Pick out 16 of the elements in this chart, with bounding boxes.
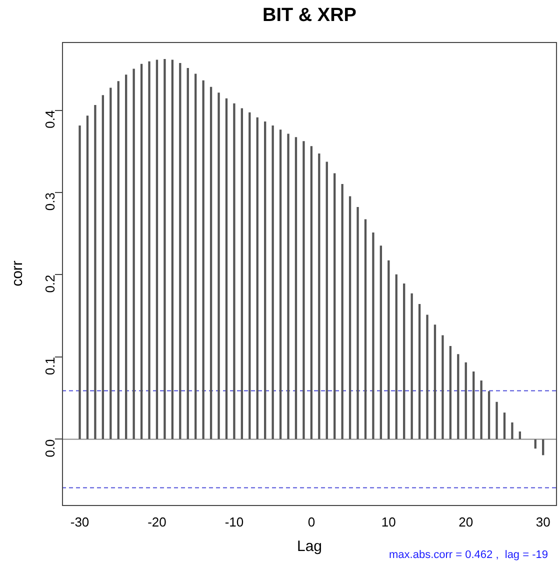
x-tick-label: -20: [148, 514, 166, 530]
x-tick-label: 10: [381, 514, 396, 530]
x-tick-label: 0: [308, 514, 316, 530]
x-tick-label: -10: [224, 514, 244, 530]
y-tick-label: 0.3: [42, 192, 58, 211]
y-axis-title: corr: [9, 260, 26, 286]
x-tick-label: -30: [70, 514, 90, 530]
y-tick-label: 0.2: [42, 274, 58, 293]
y-tick-label: 0.4: [42, 110, 58, 128]
x-axis-title: Lag: [296, 538, 322, 556]
x-tick-label: 30: [536, 514, 550, 530]
chart-title: BIT & XRP: [262, 5, 357, 26]
x-tick-label: 20: [458, 514, 474, 530]
text: max.abs.corr = 0.462 , lag = -19: [389, 549, 548, 562]
y-tick-label: 0.1: [42, 356, 58, 376]
y-tick-label: 0.0: [42, 439, 58, 458]
